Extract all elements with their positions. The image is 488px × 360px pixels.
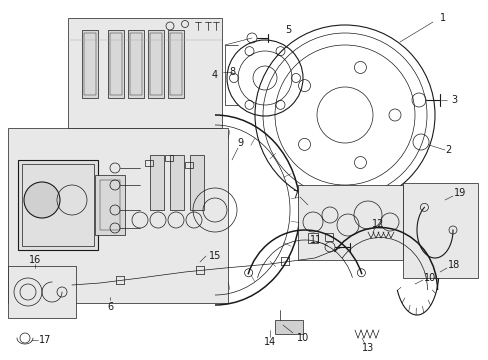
Bar [100, 180, 120, 230]
Text: 9: 9 [237, 138, 243, 148]
Bar [307, 233, 317, 243]
Bar [68, 18, 222, 128]
Text: 14: 14 [264, 337, 276, 347]
Text: 15: 15 [208, 251, 221, 261]
Bar [190, 155, 203, 210]
Bar [148, 30, 163, 98]
Bar [8, 128, 227, 303]
Bar [325, 233, 332, 241]
Bar [84, 33, 96, 95]
Text: 5: 5 [285, 25, 290, 35]
Bar [274, 320, 303, 334]
Bar [108, 30, 124, 98]
Bar [402, 183, 477, 278]
Bar [170, 155, 183, 210]
Bar [128, 30, 143, 98]
Bar [82, 30, 98, 98]
Text: 6: 6 [107, 302, 113, 312]
Text: 8: 8 [228, 67, 235, 77]
Bar [130, 33, 142, 95]
Text: 12: 12 [371, 219, 384, 229]
Bar [150, 155, 163, 210]
Circle shape [24, 182, 60, 218]
Text: 10: 10 [296, 333, 308, 343]
Bar [22, 164, 94, 246]
Bar [168, 30, 183, 98]
Text: 18: 18 [447, 260, 459, 270]
Bar [18, 160, 98, 250]
Text: 2: 2 [444, 145, 450, 155]
Text: 10: 10 [423, 273, 435, 283]
Bar [297, 185, 402, 260]
Text: 1: 1 [439, 13, 445, 23]
Text: 19: 19 [453, 188, 465, 198]
Text: 4: 4 [211, 70, 218, 80]
Text: 13: 13 [361, 343, 373, 353]
Bar [8, 266, 76, 318]
Text: 17: 17 [39, 335, 51, 345]
Bar [110, 33, 122, 95]
Text: 3: 3 [450, 95, 456, 105]
Bar [145, 160, 153, 166]
Bar [170, 33, 182, 95]
Text: 16: 16 [29, 255, 41, 265]
Bar [164, 155, 173, 161]
Bar [150, 33, 162, 95]
Bar [95, 175, 125, 235]
Text: 11: 11 [309, 235, 322, 245]
Text: 7: 7 [291, 190, 298, 200]
Bar [184, 162, 193, 168]
